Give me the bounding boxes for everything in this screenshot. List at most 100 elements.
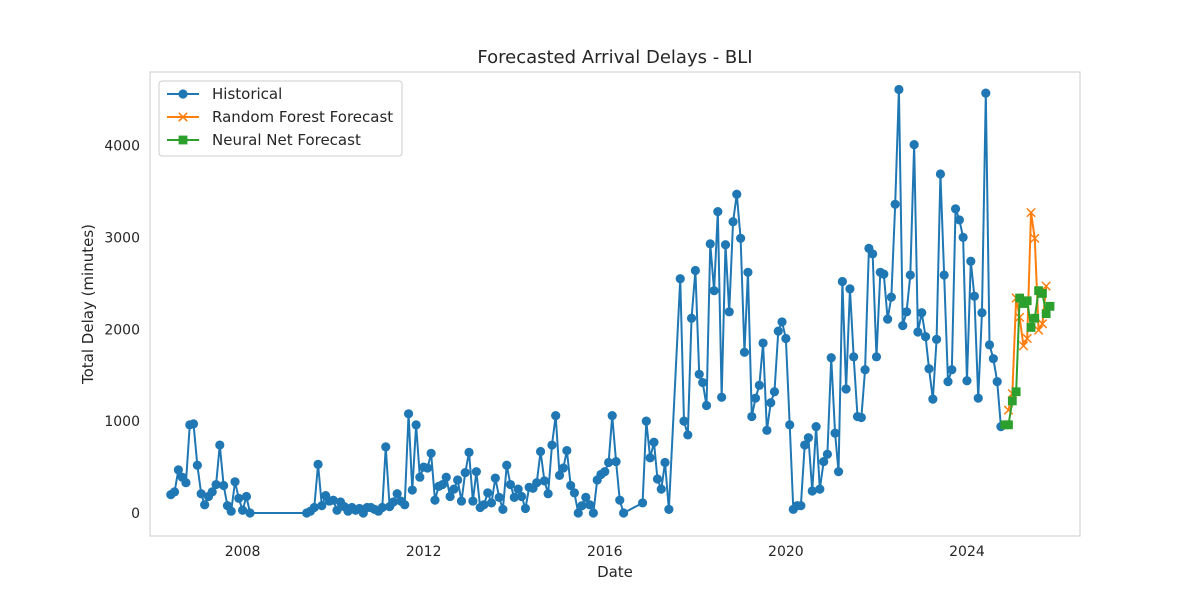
- data-point: [211, 479, 221, 490]
- data-point: [981, 88, 991, 98]
- data-point: [453, 475, 463, 485]
- data-point: [532, 478, 542, 488]
- data-point: [894, 84, 904, 95]
- data-point: [807, 486, 817, 496]
- data-point: [785, 420, 795, 430]
- data-point: [796, 501, 806, 511]
- legend-swatch-marker: [178, 135, 188, 145]
- data-point: [833, 467, 844, 477]
- data-point: [720, 240, 731, 250]
- data-point: [1045, 301, 1055, 311]
- data-point: [317, 501, 327, 511]
- data-point: [664, 504, 674, 514]
- data-point: [215, 440, 225, 450]
- data-point: [739, 347, 750, 357]
- data-point: [615, 495, 625, 505]
- data-point: [641, 416, 651, 426]
- data-point: [196, 489, 206, 499]
- legend-label: Historical: [212, 85, 282, 103]
- data-point: [694, 369, 704, 379]
- x-tick-label: 2016: [587, 544, 623, 560]
- data-point: [939, 270, 949, 280]
- legend-item-random-forest-forecast: Random Forest Forecast: [167, 108, 393, 126]
- data-point: [230, 477, 240, 487]
- data-point: [468, 496, 478, 506]
- data-point: [479, 500, 489, 510]
- data-point: [192, 460, 202, 470]
- x-tick-label: 2008: [225, 544, 261, 560]
- data-point: [415, 472, 425, 482]
- data-point: [392, 489, 402, 499]
- data-point: [1033, 325, 1044, 335]
- data-point: [1041, 281, 1051, 291]
- data-point: [724, 307, 734, 317]
- data-point: [766, 398, 776, 408]
- data-point: [701, 400, 712, 411]
- data-point: [871, 352, 882, 362]
- data-point: [901, 307, 912, 317]
- data-point: [498, 504, 508, 514]
- data-point: [407, 485, 417, 495]
- data-point: [950, 204, 961, 214]
- data-point: [619, 508, 629, 518]
- data-point: [490, 473, 500, 483]
- data-point: [1037, 319, 1048, 329]
- data-point: [1015, 293, 1025, 303]
- data-point: [449, 484, 459, 494]
- data-point: [1030, 313, 1040, 323]
- data-point: [758, 338, 768, 348]
- data-point: [388, 497, 398, 507]
- data-point: [219, 480, 229, 491]
- data-point: [237, 505, 248, 515]
- data-point: [645, 453, 655, 463]
- data-point: [483, 488, 493, 498]
- data-point: [649, 437, 659, 447]
- x-tick-label: 2012: [406, 544, 442, 560]
- data-point: [1038, 289, 1047, 298]
- data-point: [800, 440, 810, 450]
- data-point: [1022, 296, 1032, 306]
- data-point: [690, 265, 700, 276]
- data-point: [675, 274, 685, 284]
- data-point: [898, 320, 908, 331]
- data-point: [600, 467, 610, 477]
- data-point: [403, 409, 414, 419]
- data-point: [611, 456, 621, 467]
- data-point: [815, 484, 825, 494]
- data-point: [486, 498, 497, 508]
- data-point: [845, 284, 855, 294]
- data-point: [460, 468, 470, 478]
- data-point: [947, 365, 957, 375]
- data-point: [169, 487, 180, 497]
- data-point: [226, 506, 236, 516]
- data-point: [637, 498, 648, 508]
- x-tick-label: 2024: [949, 544, 985, 560]
- data-point: [426, 448, 436, 458]
- data-point: [905, 270, 915, 280]
- data-point: [769, 387, 780, 397]
- data-point: [683, 430, 693, 440]
- data-point: [377, 502, 387, 513]
- data-point: [966, 256, 976, 266]
- data-point: [313, 459, 323, 469]
- data-point: [747, 411, 757, 422]
- data-point: [547, 440, 557, 450]
- data-point: [977, 308, 987, 318]
- legend-swatch-marker: [178, 112, 188, 122]
- legend-items: Historical Random Forest Forecast Neural N…: [167, 85, 393, 149]
- data-point: [539, 476, 550, 486]
- data-point: [520, 503, 531, 514]
- data-point: [984, 340, 995, 350]
- data-point: [411, 420, 421, 430]
- data-point: [502, 460, 512, 470]
- legend: Historical Random Forest Forecast Neural N…: [158, 80, 403, 157]
- data-point: [234, 493, 244, 503]
- data-point: [732, 189, 742, 199]
- data-point: [577, 501, 587, 511]
- data-point: [781, 333, 791, 344]
- data-point: [773, 326, 783, 336]
- data-point: [973, 393, 983, 403]
- series-layer: [166, 84, 1055, 518]
- y-tick-label: 0: [131, 506, 140, 522]
